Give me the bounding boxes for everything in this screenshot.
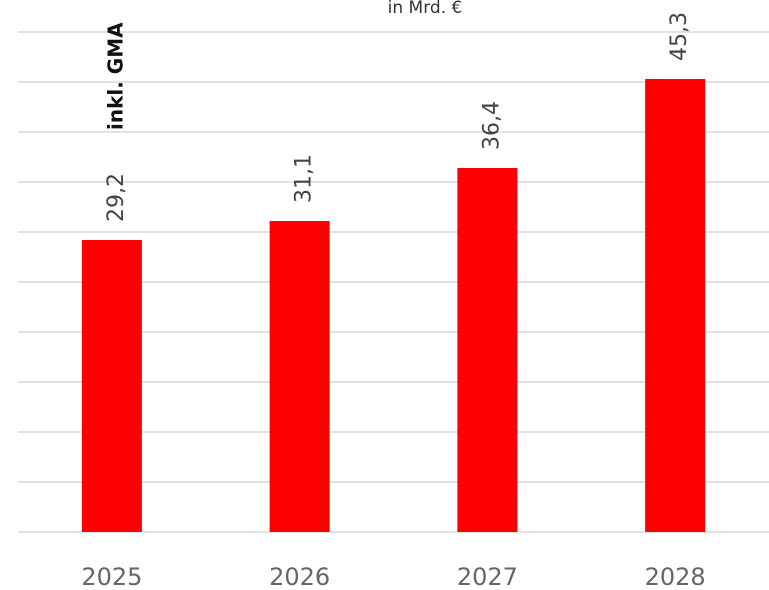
value-label: 45,3 [667,12,692,61]
chart-subtitle: in Mrd. € [388,0,463,18]
x-tick-label: 2028 [645,563,706,590]
bar [457,168,518,532]
bar [81,240,142,532]
x-tick-label: 2026 [269,563,330,590]
x-tick-label: 2025 [81,563,142,590]
annotation: inkl. GMA [103,22,127,130]
value-label: 36,4 [479,101,504,150]
value-label: 31,1 [292,154,317,203]
value-label: 29,2 [104,173,129,222]
bar [645,79,706,532]
bar [269,221,330,532]
x-tick-label: 2027 [457,563,518,590]
